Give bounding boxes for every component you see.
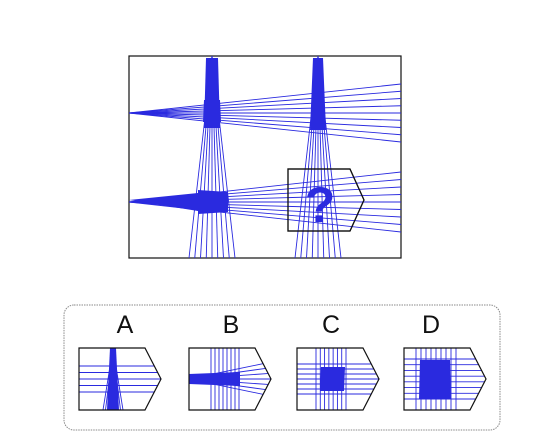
option-c-figure[interactable] bbox=[296, 347, 380, 411]
horizontal-ray bbox=[129, 112, 401, 136]
puzzle-frame bbox=[128, 55, 402, 259]
option-c-label[interactable]: C bbox=[321, 311, 341, 339]
bottom-left-ray-core bbox=[129, 193, 198, 211]
vertical-ray bbox=[311, 169, 319, 231]
puzzle-grid bbox=[128, 55, 402, 259]
vertical-ray bbox=[317, 169, 330, 231]
horizontal-ray bbox=[288, 201, 364, 210]
horizontal-ray bbox=[129, 105, 401, 114]
vertical-ray bbox=[294, 169, 319, 231]
top-left-crossing bbox=[203, 100, 221, 122]
bottom-left-crossing bbox=[198, 190, 228, 214]
vertical-ray bbox=[317, 169, 342, 231]
large-square bbox=[419, 360, 451, 399]
top-right-tip bbox=[310, 58, 326, 130]
option-b-figure[interactable] bbox=[188, 347, 272, 411]
horizontal-core bbox=[189, 372, 240, 386]
option-d-figure[interactable] bbox=[403, 347, 487, 411]
horizontal-ray bbox=[129, 90, 401, 114]
vertical-ray bbox=[306, 169, 319, 231]
question-mark: ? bbox=[305, 177, 336, 233]
option-d-label[interactable]: D bbox=[421, 311, 441, 339]
vertical-ray bbox=[317, 169, 325, 231]
horizontal-ray bbox=[129, 98, 401, 114]
horizontal-ray bbox=[288, 194, 364, 203]
vertical-ray bbox=[300, 169, 319, 231]
vertical-ray bbox=[317, 169, 336, 231]
horizontal-ray bbox=[288, 186, 364, 203]
horizontal-ray bbox=[129, 83, 401, 114]
options-panel bbox=[63, 304, 501, 431]
option-a-figure[interactable] bbox=[78, 347, 162, 411]
horizontal-ray bbox=[288, 179, 364, 203]
option-b-label[interactable]: B bbox=[222, 311, 240, 339]
horizontal-ray bbox=[129, 112, 401, 143]
small-square bbox=[320, 367, 345, 391]
option-a-label[interactable]: A bbox=[116, 311, 134, 339]
horizontal-ray bbox=[129, 112, 401, 121]
horizontal-ray bbox=[288, 201, 364, 218]
vertical-core bbox=[107, 348, 119, 410]
horizontal-ray bbox=[129, 112, 401, 128]
